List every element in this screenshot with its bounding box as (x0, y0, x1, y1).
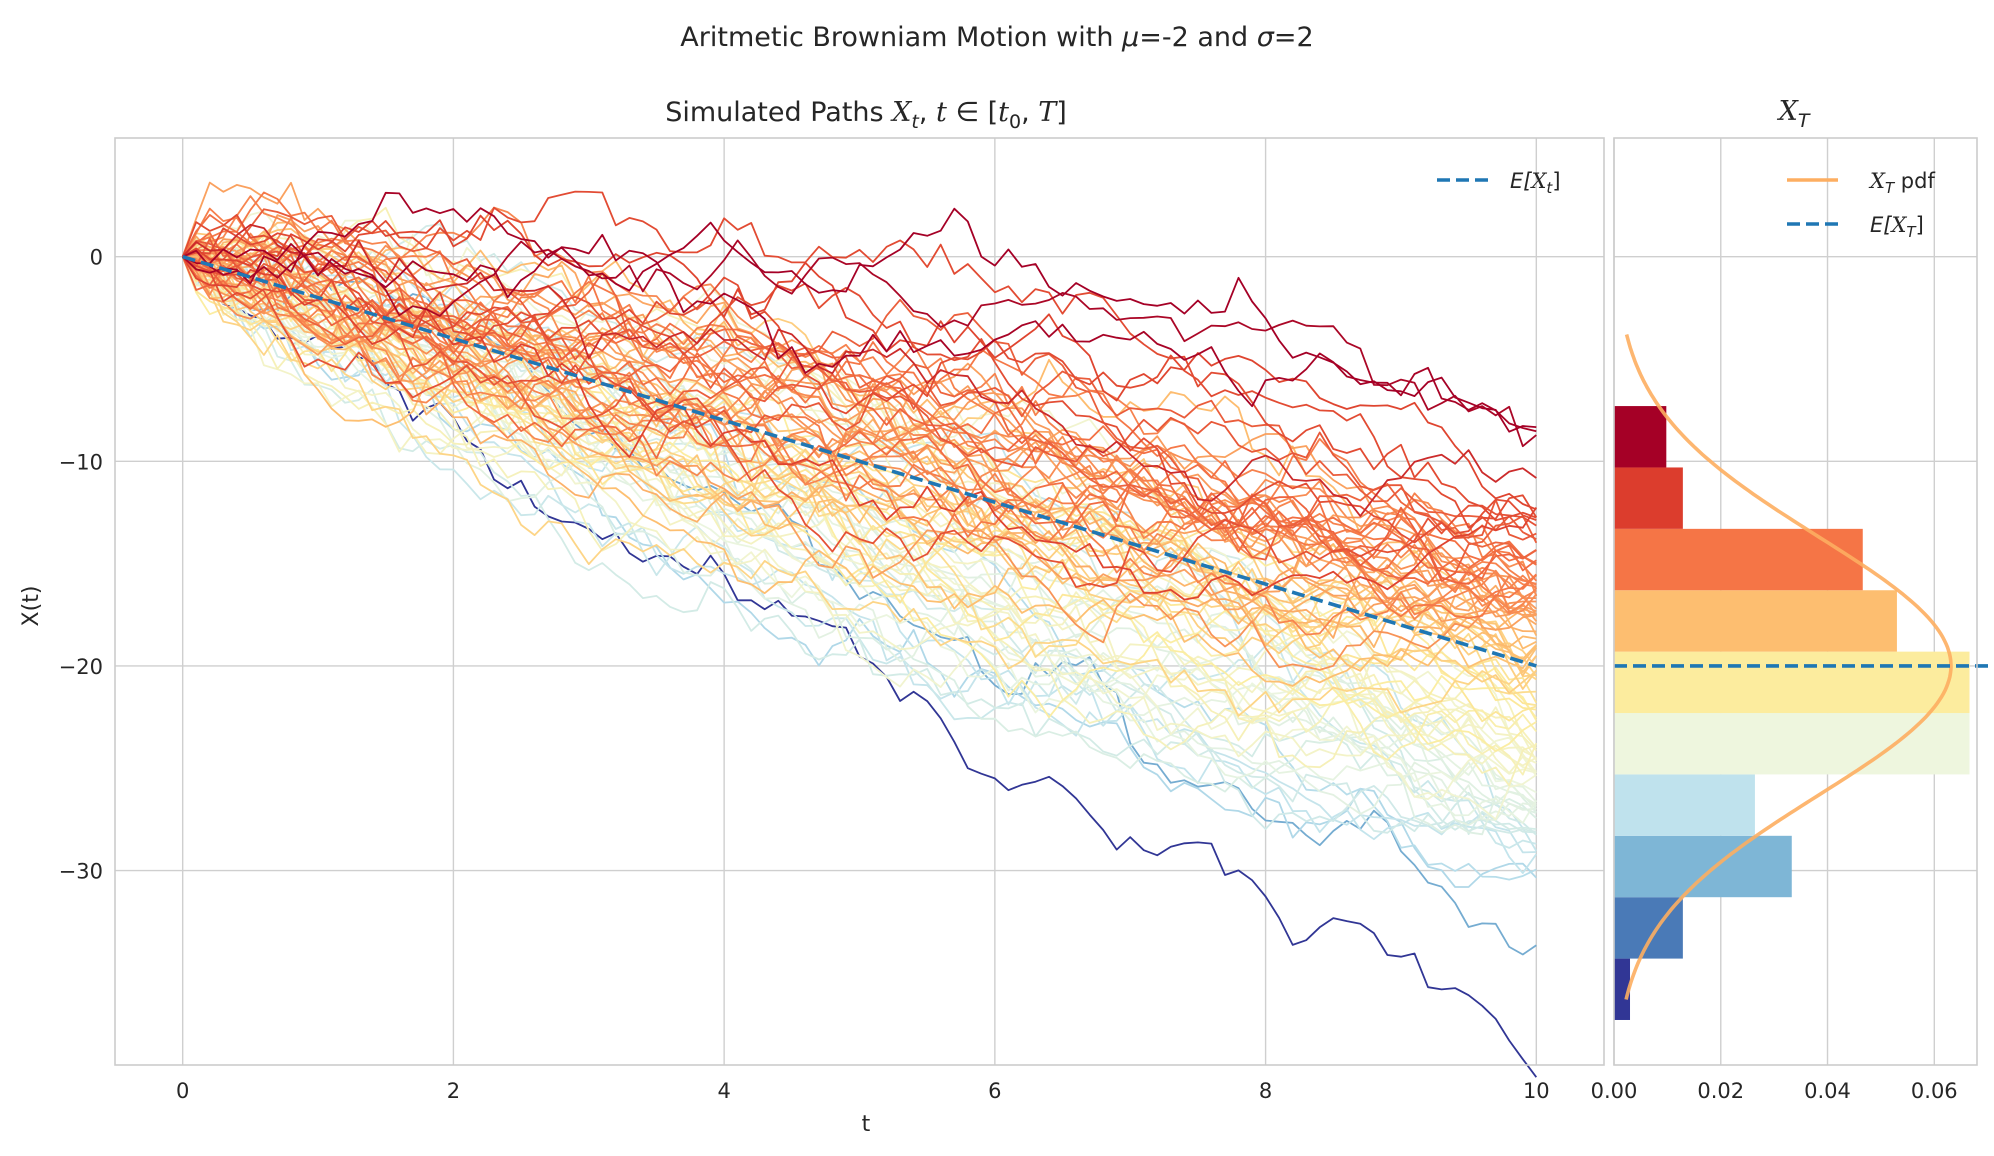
x-tick-label: 4 (717, 1079, 730, 1103)
simulated-path (181, 256, 1538, 601)
figure-suptitle: Aritmetic Browniam Motion with μ=-2 and … (680, 22, 1313, 53)
histogram-x-ticks: 0.00 0.02 0.04 0.06 (1591, 1079, 1958, 1103)
simulated-path (182, 255, 1537, 687)
x-tick-label: 8 (1259, 1079, 1272, 1103)
simulated-path (182, 240, 1537, 541)
simulated-path (182, 234, 1538, 774)
y-tick-label: −10 (59, 450, 103, 474)
histogram-bar (1614, 528, 1863, 591)
y-tick-label: −20 (59, 655, 103, 679)
simulated-path (181, 256, 1537, 787)
simulated-path (182, 248, 1538, 852)
suptitle-mid: =-2 and (1139, 22, 1257, 53)
histogram-bar (1614, 774, 1755, 836)
paths-axes-frame (114, 137, 1605, 1066)
paths-x-axis-label: t (862, 1112, 871, 1137)
simulated-path (182, 214, 1537, 618)
simulated-path (181, 256, 1537, 767)
histogram-axes: XT 0.00 0.02 0.04 0.06 XT pdf E[XT] (1591, 96, 1994, 1103)
paths-y-ticks: 0 −10 −20 −30 (59, 246, 103, 884)
x-tick-label: 2 (447, 1079, 460, 1103)
simulated-path (181, 214, 1537, 569)
histogram-bar (1614, 651, 1970, 714)
x-tick-label: 0 (176, 1079, 189, 1103)
histogram-bars (1614, 406, 1970, 1020)
simulated-path (182, 255, 1538, 677)
x-tick-label: 0.06 (1911, 1079, 1958, 1103)
simulated-path (182, 255, 1537, 560)
x-tick-label: 6 (988, 1079, 1001, 1103)
simulated-path (181, 256, 1538, 1078)
simulated-path (182, 223, 1537, 517)
simulated-paths (181, 181, 1538, 1078)
legend-label-pdf: XT pdf (1868, 169, 1935, 197)
histogram-bar (1614, 713, 1970, 775)
simulated-path (182, 256, 1537, 717)
histogram-bar (1614, 835, 1792, 898)
suptitle-pre: Aritmetic Browniam Motion with (680, 22, 1122, 53)
simulated-path (182, 206, 1538, 776)
histogram-legend: XT pdf E[XT] (1787, 169, 1935, 241)
simulated-path (182, 195, 1537, 614)
paths-legend: E[Xt] (1437, 169, 1561, 197)
simulated-path (182, 254, 1537, 672)
paths-y-axis-label: X(t) (19, 586, 44, 627)
simulated-path (181, 190, 1537, 522)
simulated-path (182, 214, 1537, 511)
pdf-curve (1624, 334, 1953, 1000)
x-tick-label: 0.02 (1697, 1079, 1744, 1103)
expected-value-line (182, 254, 1537, 668)
histogram-bar (1614, 406, 1667, 468)
histogram-bar (1614, 590, 1897, 652)
legend-label-expected: E[Xt] (1510, 169, 1561, 197)
suptitle-sigma: σ (1257, 22, 1275, 53)
x-tick-label: 0.00 (1591, 1079, 1638, 1103)
simulated-path (181, 256, 1538, 704)
suptitle-mu: μ (1121, 22, 1139, 53)
simulated-path (182, 255, 1538, 719)
paths-axes-title: Simulated Paths Xt, t ∈ [t0, T] (665, 97, 1067, 133)
simulated-path (182, 207, 1537, 433)
paths-axes: Simulated Paths Xt, t ∈ [t0, T] 0 2 4 6 … (19, 97, 1605, 1137)
simulated-path (182, 231, 1537, 585)
histogram-bar (1614, 467, 1683, 529)
simulated-path (182, 255, 1537, 835)
suptitle-post: =2 (1274, 22, 1314, 53)
simulated-path (182, 249, 1537, 599)
legend-label-expected-T: E[XT] (1870, 213, 1924, 241)
histogram-axes-frame (1613, 137, 1978, 1066)
x-tick-label: 10 (1523, 1079, 1550, 1103)
simulated-path (182, 191, 1537, 433)
simulated-path (182, 255, 1537, 588)
simulated-path (182, 208, 1537, 540)
simulated-path (182, 237, 1538, 582)
simulated-path (182, 239, 1537, 448)
simulated-path (182, 256, 1537, 544)
y-tick-label: −30 (59, 860, 103, 884)
y-tick-label: 0 (90, 246, 103, 270)
simulated-path (182, 191, 1537, 602)
simulated-path (182, 251, 1537, 623)
paths-x-ticks: 0 2 4 6 8 10 (176, 1079, 1550, 1103)
simulated-path (182, 249, 1537, 752)
x-tick-label: 0.04 (1804, 1079, 1851, 1103)
simulated-path (182, 227, 1538, 670)
simulated-path (182, 247, 1538, 648)
histogram-bar (1614, 958, 1631, 1020)
histogram-axes-title: XT (1777, 96, 1811, 132)
simulated-path (181, 256, 1537, 774)
simulated-path (182, 227, 1538, 529)
